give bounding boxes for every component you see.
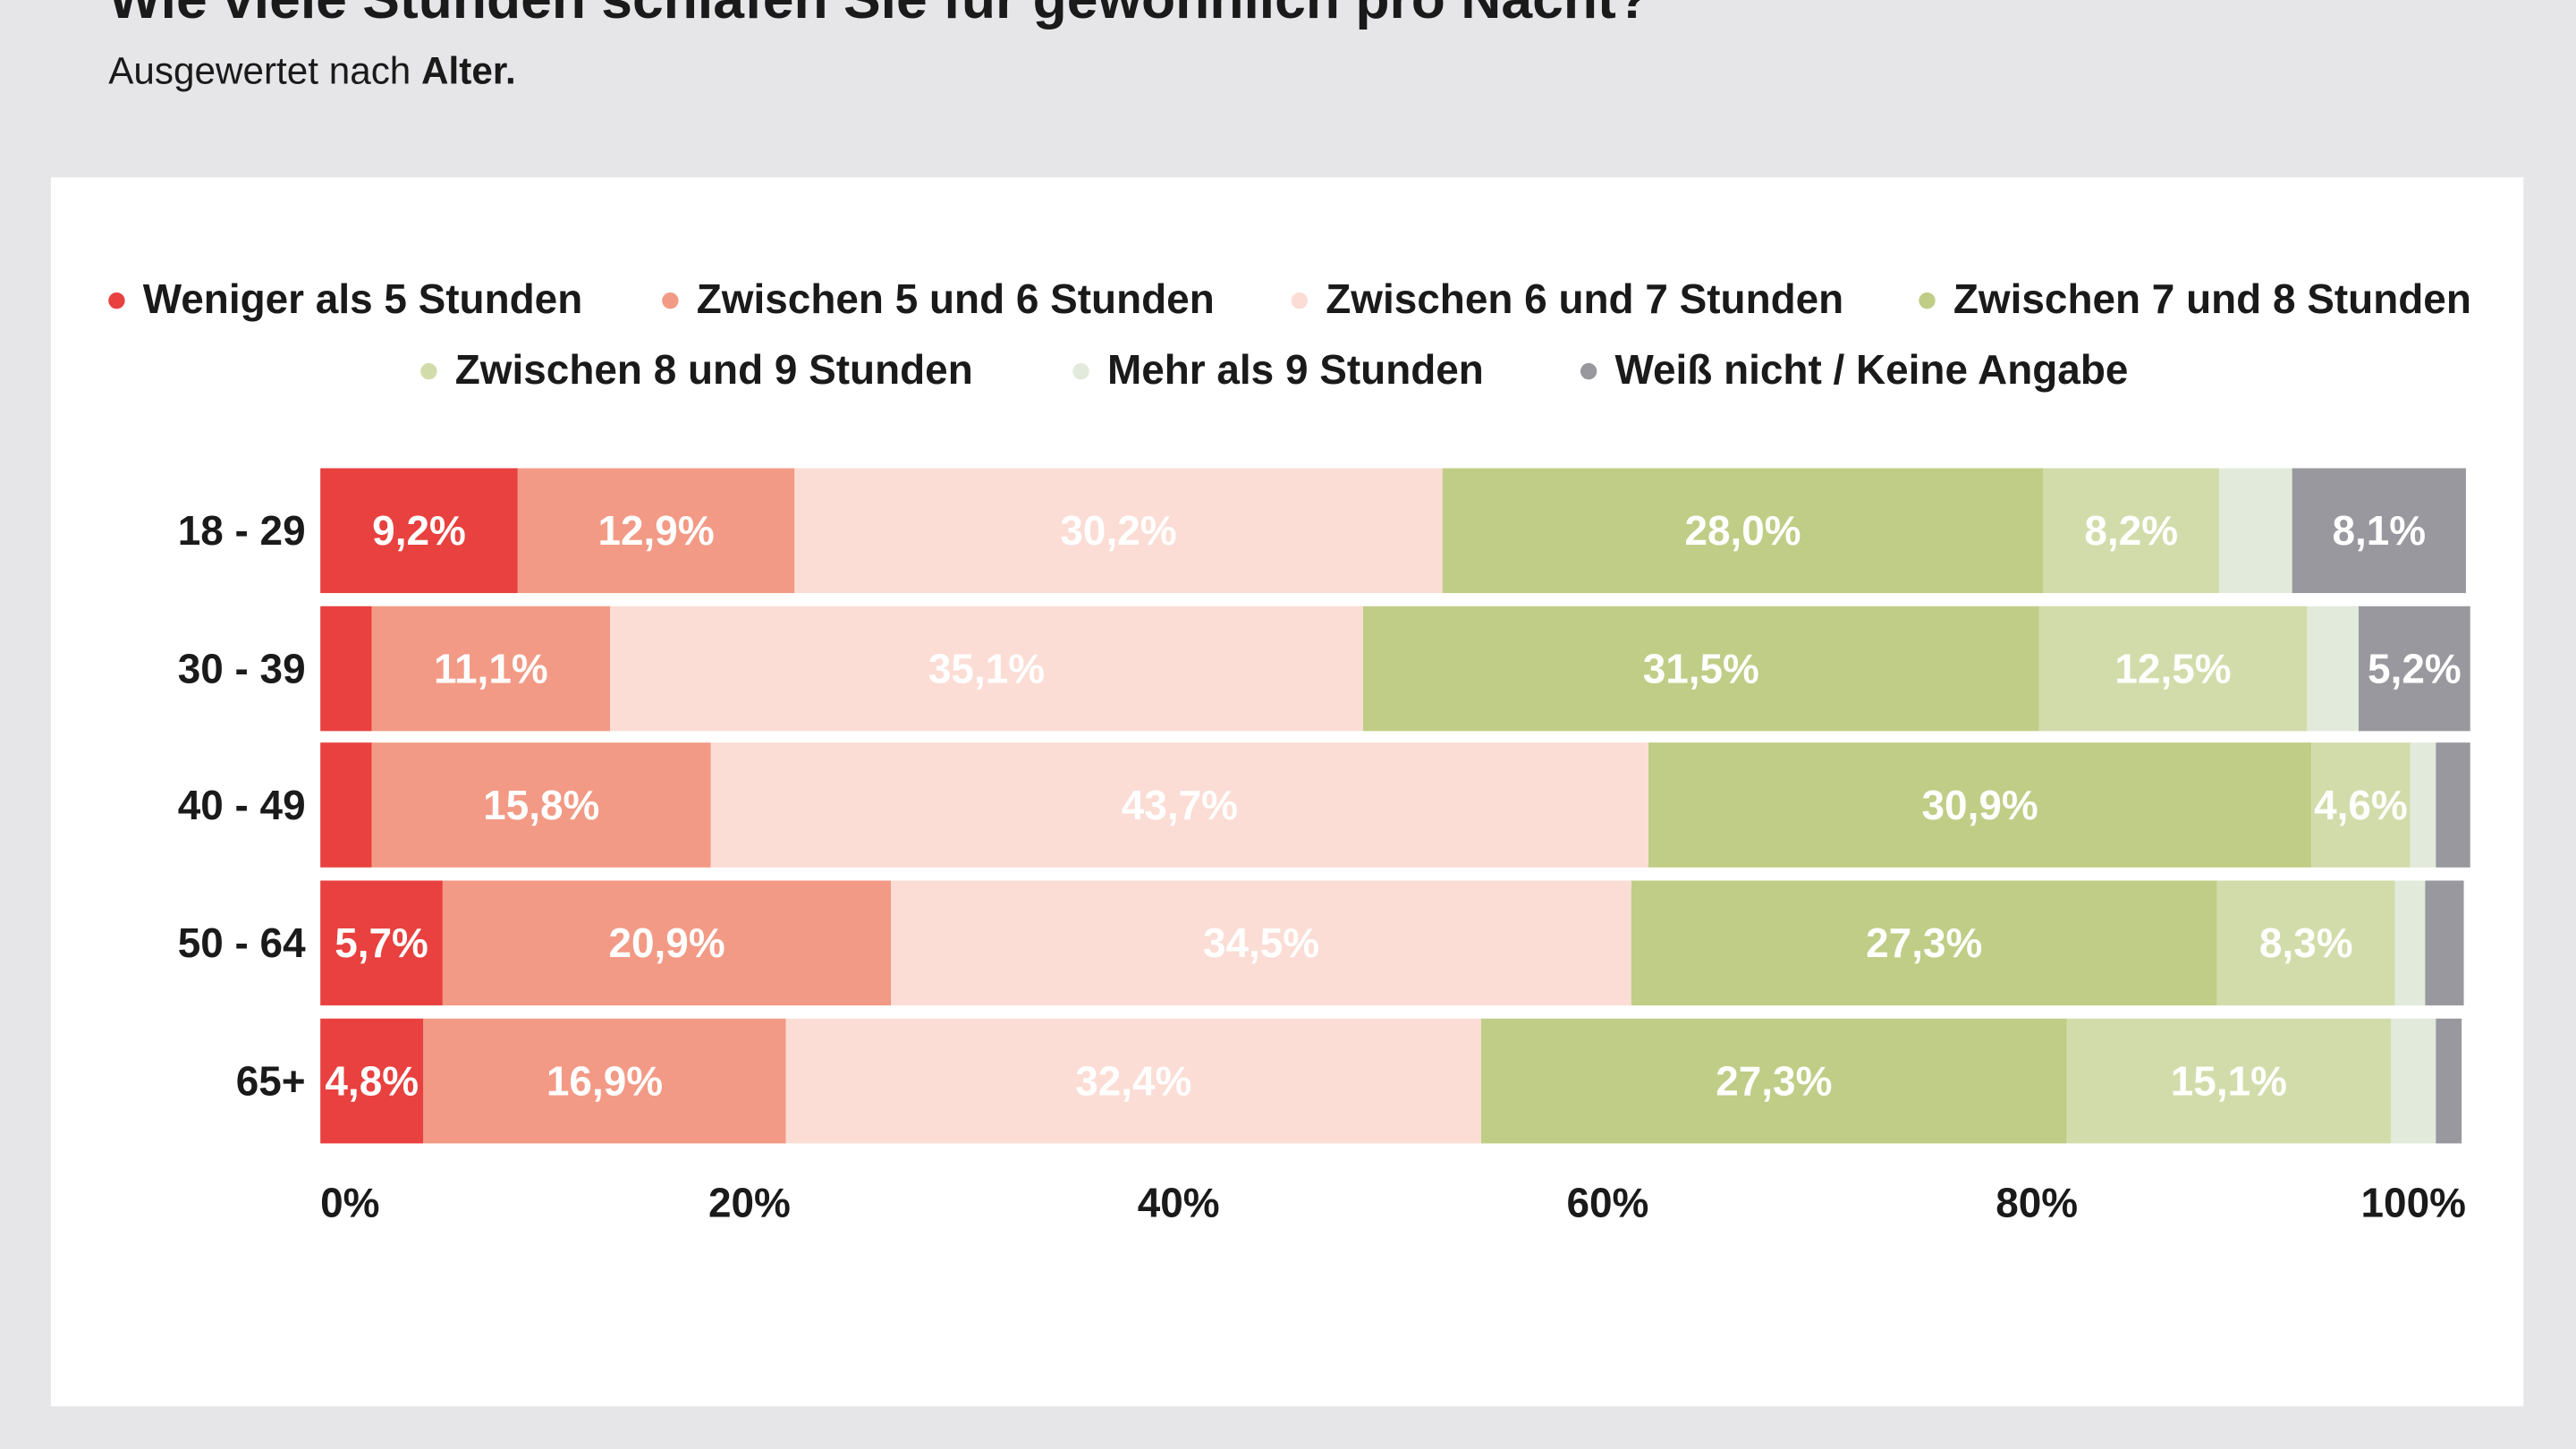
value-label: 9,2% bbox=[372, 507, 466, 554]
bar-segment bbox=[371, 742, 711, 868]
y-tick-label: 18 - 29 bbox=[178, 507, 306, 554]
legend-label: Mehr als 9 Stunden bbox=[1107, 346, 1484, 393]
value-label: 30,9% bbox=[1922, 782, 2038, 828]
legend-marker bbox=[1072, 362, 1089, 380]
x-tick-label: 60% bbox=[1566, 1179, 1648, 1225]
value-label: 11,1% bbox=[434, 645, 548, 691]
bar-segment bbox=[2425, 880, 2464, 1006]
bar-segment bbox=[1480, 1018, 2067, 1144]
y-tick-label: 65+ bbox=[236, 1057, 306, 1104]
legend-label: Zwischen 7 und 8 Stunden bbox=[1953, 275, 2471, 322]
y-tick-label: 50 - 64 bbox=[178, 919, 306, 966]
bar-segment bbox=[320, 880, 443, 1006]
bar-segment bbox=[2436, 742, 2470, 868]
subtitle-emphasis: Alter. bbox=[421, 50, 516, 92]
value-label: 15,1% bbox=[2171, 1057, 2287, 1104]
bar-segment bbox=[2311, 742, 2411, 868]
value-label: 8,2% bbox=[2084, 507, 2178, 554]
value-label: 8,3% bbox=[2259, 919, 2353, 966]
bar-segment bbox=[2359, 606, 2470, 732]
legend-marker bbox=[108, 292, 125, 309]
value-label: 43,7% bbox=[1122, 782, 1238, 828]
bar-segment bbox=[2307, 606, 2359, 732]
value-label: 31,5% bbox=[1643, 645, 1759, 691]
bar-segment bbox=[2410, 742, 2436, 868]
y-tick-label: 30 - 39 bbox=[178, 645, 306, 691]
bar-segment bbox=[891, 880, 1631, 1006]
bar-segment bbox=[2436, 1018, 2462, 1144]
value-label: 4,6% bbox=[2314, 782, 2408, 828]
value-label: 27,3% bbox=[1866, 919, 1982, 966]
bar-segment bbox=[710, 742, 1649, 868]
value-label: 27,3% bbox=[1716, 1057, 1832, 1104]
bar-segment bbox=[320, 606, 372, 732]
value-label: 34,5% bbox=[1203, 919, 1319, 966]
bar-segment bbox=[2394, 880, 2426, 1006]
bar-segment bbox=[320, 742, 372, 868]
x-tick-label: 80% bbox=[1996, 1179, 2078, 1225]
bar-segment bbox=[320, 1018, 424, 1144]
bar-segment bbox=[2038, 606, 2308, 732]
bar-segment bbox=[423, 1018, 786, 1144]
bar-segment bbox=[2390, 1018, 2436, 1144]
legend-marker bbox=[1291, 292, 1309, 309]
value-label: 16,9% bbox=[547, 1057, 663, 1104]
bar-segment bbox=[794, 468, 1443, 594]
value-label: 15,8% bbox=[483, 782, 599, 828]
value-label: 12,9% bbox=[597, 507, 714, 554]
bar-segment bbox=[2292, 468, 2466, 594]
subtitle-text: Ausgewertet nach bbox=[108, 50, 411, 92]
value-label: 4,8% bbox=[325, 1057, 419, 1104]
bar-segment bbox=[1442, 468, 2044, 594]
legend-marker bbox=[1919, 292, 1936, 309]
value-label: 5,7% bbox=[335, 919, 428, 966]
chart-title: Wie viele Stunden schlafen Sie für gewöh… bbox=[108, 0, 1650, 30]
bar-segment bbox=[609, 606, 1363, 732]
value-label: 8,1% bbox=[2332, 507, 2426, 554]
value-label: 20,9% bbox=[608, 919, 724, 966]
bar-segment bbox=[2043, 468, 2220, 594]
legend-label: Weniger als 5 Stunden bbox=[143, 275, 582, 322]
value-label: 28,0% bbox=[1684, 507, 1801, 554]
bar-segment bbox=[442, 880, 892, 1006]
bar-segment bbox=[2216, 880, 2395, 1006]
bar-segment bbox=[785, 1018, 1481, 1144]
value-label: 35,1% bbox=[928, 645, 1045, 691]
bar-segment bbox=[2219, 468, 2292, 594]
bar-segment bbox=[1631, 880, 2217, 1006]
x-tick-label: 100% bbox=[2361, 1179, 2466, 1225]
legend-label: Zwischen 8 und 9 Stunden bbox=[455, 346, 973, 393]
legend-marker bbox=[420, 362, 437, 380]
x-tick-label: 0% bbox=[320, 1179, 379, 1225]
value-label: 5,2% bbox=[2368, 645, 2462, 691]
legend-label: Zwischen 6 und 7 Stunden bbox=[1326, 275, 1843, 322]
bar-segment bbox=[2066, 1018, 2391, 1144]
legend-marker bbox=[662, 292, 679, 309]
bar-segment bbox=[517, 468, 795, 594]
value-label: 12,5% bbox=[2114, 645, 2231, 691]
y-tick-label: 40 - 49 bbox=[178, 782, 306, 828]
legend-label: Zwischen 5 und 6 Stunden bbox=[697, 275, 1215, 322]
chart-subtitle: Ausgewertet nach Alter. bbox=[108, 50, 515, 92]
value-label: 30,2% bbox=[1060, 507, 1176, 554]
legend-marker bbox=[1580, 362, 1597, 380]
bar-segment bbox=[320, 468, 518, 594]
x-tick-label: 20% bbox=[708, 1179, 791, 1225]
value-label: 32,4% bbox=[1075, 1057, 1191, 1104]
legend-label: Weiß nicht / Keine Angabe bbox=[1615, 346, 2129, 393]
x-tick-label: 40% bbox=[1138, 1179, 1220, 1225]
bar-segment bbox=[1362, 606, 2039, 732]
bar-segment bbox=[371, 606, 610, 732]
bar-segment bbox=[1648, 742, 2312, 868]
